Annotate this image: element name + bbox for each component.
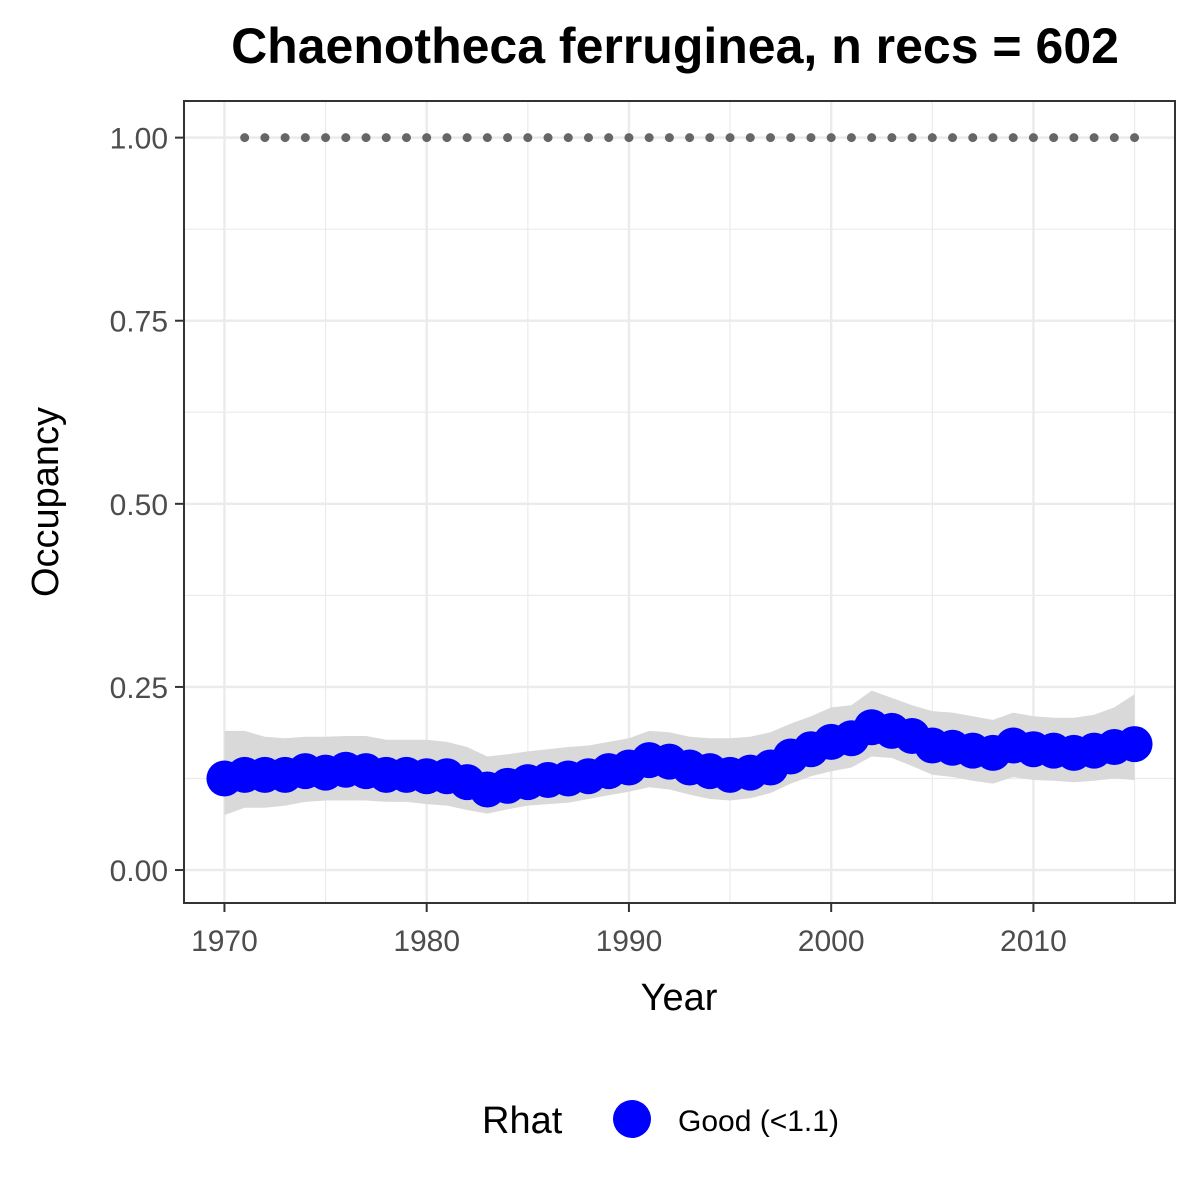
reference-point: [644, 133, 654, 143]
reference-point: [482, 133, 492, 143]
reference-point: [321, 133, 331, 143]
reference-point: [705, 133, 715, 143]
chart-title: Chaenotheca ferruginea, n recs = 602: [231, 18, 1119, 74]
reference-point: [1049, 133, 1059, 143]
reference-points: [240, 133, 1140, 143]
reference-point: [361, 133, 371, 143]
legend-title: Rhat: [482, 1100, 563, 1142]
reference-point: [907, 133, 917, 143]
reference-point: [543, 133, 553, 143]
reference-point: [968, 133, 978, 143]
reference-point: [583, 133, 593, 143]
reference-point: [503, 133, 513, 143]
reference-point: [1069, 133, 1079, 143]
reference-point: [240, 133, 250, 143]
reference-point: [685, 133, 695, 143]
reference-point: [422, 133, 432, 143]
reference-point: [846, 133, 856, 143]
legend-label-good: Good (<1.1): [678, 1105, 839, 1138]
reference-point: [1109, 133, 1119, 143]
reference-point: [563, 133, 573, 143]
reference-point: [1089, 133, 1099, 143]
x-axis-title: Year: [641, 977, 718, 1019]
reference-point: [725, 133, 735, 143]
occupancy-series: [206, 709, 1153, 808]
x-axis: 1970 1980 1990 2000 2010: [191, 903, 1067, 958]
legend-key-good: [613, 1100, 651, 1138]
x-tick-label: 2000: [798, 925, 865, 958]
legend: Rhat Good (<1.1): [482, 1100, 839, 1142]
reference-point: [1008, 133, 1018, 143]
plot-panel-border: [183, 100, 1176, 904]
data-point: [1116, 726, 1153, 763]
y-tick-label: 0.75: [110, 306, 168, 339]
reference-point: [806, 133, 816, 143]
reference-point: [523, 133, 533, 143]
x-tick-label: 1990: [596, 925, 663, 958]
reference-point: [786, 133, 796, 143]
reference-point: [664, 133, 674, 143]
reference-point: [948, 133, 958, 143]
y-axis: 0.00 0.25 0.50 0.75 1.00: [110, 123, 184, 888]
reference-point: [988, 133, 998, 143]
reference-point: [462, 133, 472, 143]
x-tick-label: 1980: [393, 925, 460, 958]
reference-point: [280, 133, 290, 143]
reference-point: [604, 133, 614, 143]
reference-point: [745, 133, 755, 143]
reference-point: [766, 133, 776, 143]
reference-point: [381, 133, 391, 143]
reference-point: [887, 133, 897, 143]
reference-point: [927, 133, 937, 143]
y-tick-label: 0.25: [110, 672, 168, 705]
reference-point: [624, 133, 634, 143]
reference-point: [260, 133, 270, 143]
reference-point: [867, 133, 877, 143]
y-tick-label: 1.00: [110, 123, 168, 156]
reference-point: [442, 133, 452, 143]
y-axis-title: Occupancy: [25, 407, 67, 597]
reference-point: [341, 133, 351, 143]
x-tick-label: 2010: [1000, 925, 1067, 958]
y-tick-label: 0.00: [110, 855, 168, 888]
reference-point: [401, 133, 411, 143]
reference-point: [1028, 133, 1038, 143]
y-tick-label: 0.50: [110, 489, 168, 522]
x-tick-label: 1970: [191, 925, 258, 958]
reference-point: [300, 133, 310, 143]
reference-point: [826, 133, 836, 143]
reference-point: [1130, 133, 1140, 143]
